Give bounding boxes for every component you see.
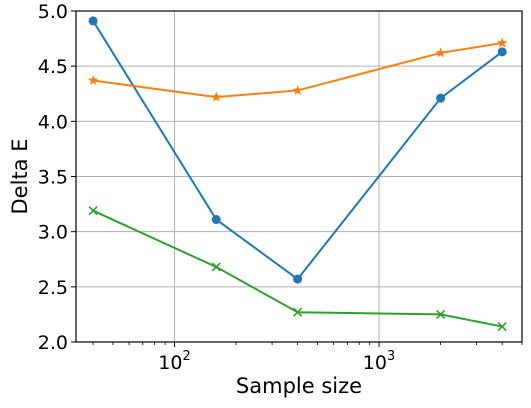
data-point [293,274,303,284]
series-group [87,16,508,332]
x-tick-base: 10 [158,352,182,374]
series-1 [88,16,507,284]
series-3 [88,206,507,332]
y-tick-label: 5.0 [38,1,68,23]
y-tick-label: 2.5 [38,277,68,299]
data-point [211,91,222,102]
data-point [293,307,303,317]
grid [76,10,522,343]
series-line [92,20,503,281]
series-line [92,209,503,328]
y-tick-label: 4.0 [38,111,68,133]
data-point [497,47,507,57]
data-point [88,16,98,26]
y-tick-label: 4.5 [38,56,68,78]
data-point [435,47,446,58]
series-2 [87,37,508,102]
y-tick-label: 3.5 [38,167,68,189]
x-tick-exponent: 3 [387,349,395,364]
x-axis-label: Sample size [236,374,362,398]
x-tick-label: 103 [363,349,395,374]
x-tick-label: 102 [158,349,190,374]
data-point [88,206,98,216]
data-point [211,262,221,272]
y-tick-label: 3.0 [38,222,68,244]
y-axis-label: Delta E [8,139,32,215]
y-tick-label: 2.0 [38,332,68,354]
x-tick-base: 10 [363,352,387,374]
data-point [436,309,446,319]
data-point [87,75,99,85]
data-point [497,321,507,332]
x-tick-exponent: 2 [182,349,190,364]
data-point [211,215,221,225]
data-point [292,84,303,95]
data-point [436,93,446,103]
data-point [496,37,508,48]
